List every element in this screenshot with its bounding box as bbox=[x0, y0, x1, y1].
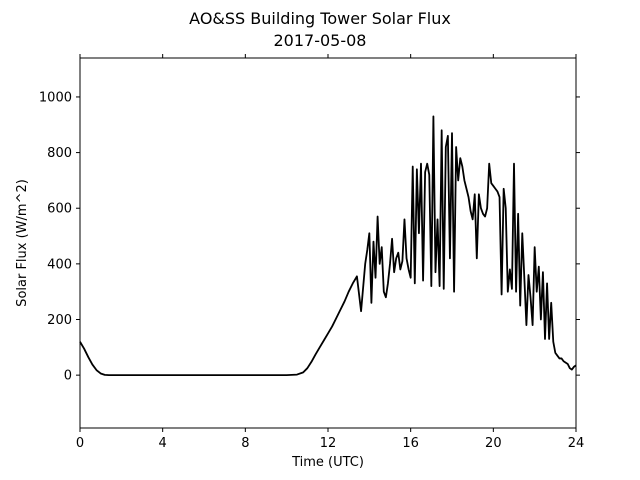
y-tick-label: 200 bbox=[47, 313, 72, 328]
y-tick-label: 0 bbox=[64, 369, 72, 384]
y-axis-label: Solar Flux (W/m^2) bbox=[15, 179, 30, 307]
chart-subtitle: 2017-05-08 bbox=[274, 31, 367, 50]
plot-layer bbox=[79, 115, 577, 377]
plot-frame bbox=[79, 57, 577, 429]
x-tick-label: 12 bbox=[320, 436, 337, 451]
tick-layer: 0 4 8 12 16 20 24 0 200 400 600 800 1000 bbox=[39, 54, 584, 451]
y-tick-label: 1000 bbox=[39, 90, 72, 105]
series-line-0 bbox=[79, 115, 577, 377]
x-tick-label: 4 bbox=[159, 436, 167, 451]
x-tick-label: 0 bbox=[76, 436, 84, 451]
x-tick-label: 20 bbox=[485, 436, 502, 451]
x-axis-label: Time (UTC) bbox=[291, 455, 364, 470]
x-tick-label: 8 bbox=[241, 436, 249, 451]
x-tick-label: 24 bbox=[568, 436, 585, 451]
y-tick-label: 600 bbox=[47, 202, 72, 217]
x-tick-label: 16 bbox=[402, 436, 419, 451]
chart-title: AO&SS Building Tower Solar Flux bbox=[189, 9, 451, 28]
y-tick-label: 800 bbox=[47, 146, 72, 161]
y-tick-label: 400 bbox=[47, 257, 72, 272]
